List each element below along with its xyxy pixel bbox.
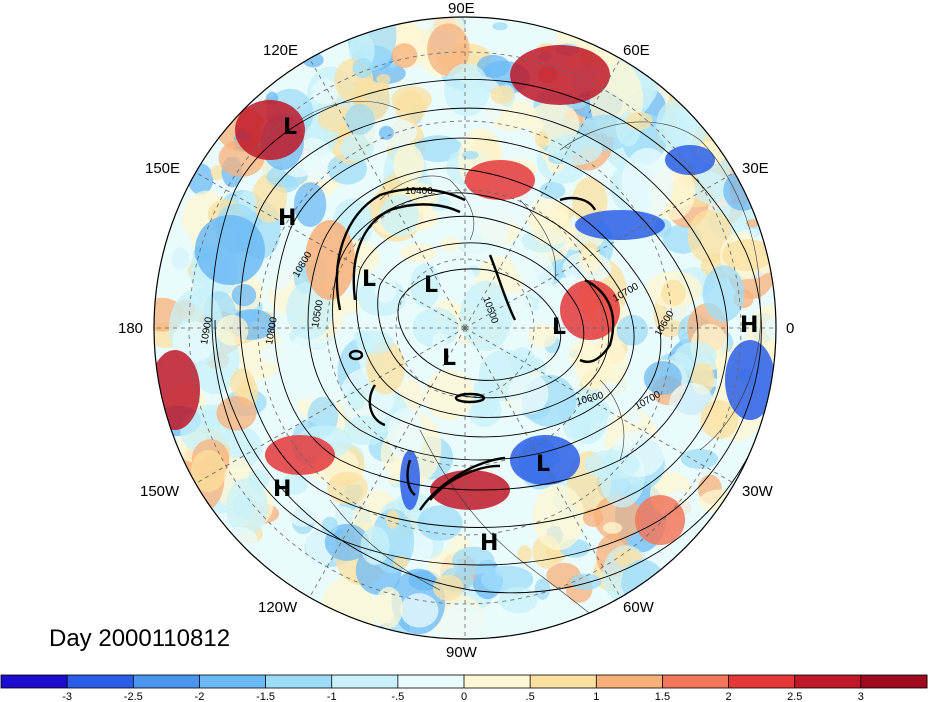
pressure-low-label: L: [536, 452, 550, 477]
pressure-low-label: L: [362, 267, 376, 292]
colorbar-cell: [860, 675, 928, 688]
colorbar-cell: [728, 675, 796, 688]
colorbar-tick-label: -1.5: [256, 691, 275, 702]
colorbar-cell: [133, 675, 200, 688]
colorbar-tick-label: -1: [327, 691, 337, 702]
pressure-high-label: H: [273, 477, 291, 502]
lon-label-90w: 90W: [446, 644, 478, 661]
colorbar-tick-label: 0: [461, 691, 467, 702]
height-contours: [211, 79, 771, 594]
colorbar-cell: [199, 675, 267, 688]
map-border: [153, 16, 777, 640]
coastlines: [299, 101, 761, 639]
contour-label: 10900: [199, 316, 215, 346]
longitude-labels: 90E 60E 30E 0 30W 60W 90W 120W 150W 180 …: [118, 0, 794, 661]
colorbar-tick-label: 1: [593, 691, 599, 702]
lon-label-0: 0: [786, 320, 794, 337]
colorbar-tick-label: 3: [858, 691, 864, 702]
colorbar-cell: [794, 675, 862, 688]
lon-label-30w: 30W: [742, 483, 774, 500]
lon-label-150e: 150E: [145, 160, 180, 177]
colorbar-cell: [662, 675, 730, 688]
colorbar-tick-label: -2.5: [124, 691, 143, 702]
lon-label-120e: 120E: [263, 42, 298, 59]
colorbar-tick-label: -3: [62, 691, 72, 702]
contour-label: 10500: [310, 299, 326, 329]
pressure-high-label: H: [278, 206, 296, 231]
lon-label-150w: 150W: [140, 483, 180, 500]
colorbar-tick-label: -2: [195, 691, 205, 702]
colorbar-cell: [265, 675, 333, 688]
pressure-centers: L H L L L L H L H H: [273, 115, 758, 556]
colorbar-tick-label: 2: [726, 691, 732, 702]
lon-label-180: 180: [118, 320, 143, 337]
pressure-high-label: H: [480, 531, 498, 556]
graticule: [154, 17, 776, 639]
colorbar-cell: [67, 675, 134, 688]
lon-label-90e: 90E: [448, 0, 475, 17]
colorbar-cell: [1, 675, 68, 688]
timestamp-label: Day 2000110812: [49, 625, 230, 652]
colorbar-cell: [331, 675, 399, 688]
lon-label-30e: 30E: [742, 160, 769, 177]
lon-label-60w: 60W: [623, 599, 655, 616]
colorbar-cell: [596, 675, 663, 688]
pressure-low-label: L: [552, 315, 566, 340]
pressure-low-label: L: [442, 346, 456, 371]
colorbar-tick-label: 2.5: [787, 691, 802, 702]
anomaly-field: [154, 17, 776, 639]
contour-label: 10400: [405, 186, 433, 197]
colorbar-tick-label: -.5: [391, 691, 404, 702]
pressure-high-label: H: [740, 313, 758, 338]
colorbar-cell: [464, 675, 531, 688]
pressure-low-label: L: [283, 115, 297, 140]
pressure-low-label: L: [424, 273, 438, 298]
colorbar-cell: [530, 675, 597, 688]
colorbar-tick-label: 1.5: [655, 691, 670, 702]
jet-contours: [335, 187, 615, 511]
colorbar-cell: [397, 675, 465, 688]
lon-label-60e: 60E: [623, 42, 650, 59]
colorbar-tick-label: .5: [526, 691, 535, 702]
lon-label-120w: 120W: [258, 599, 298, 616]
colorbar: -3 -2.5 -2 -1.5 -1 -.5 0 .5 1 1.5 2 2.5 3: [0, 674, 928, 702]
contour-label: 10800: [264, 316, 280, 346]
